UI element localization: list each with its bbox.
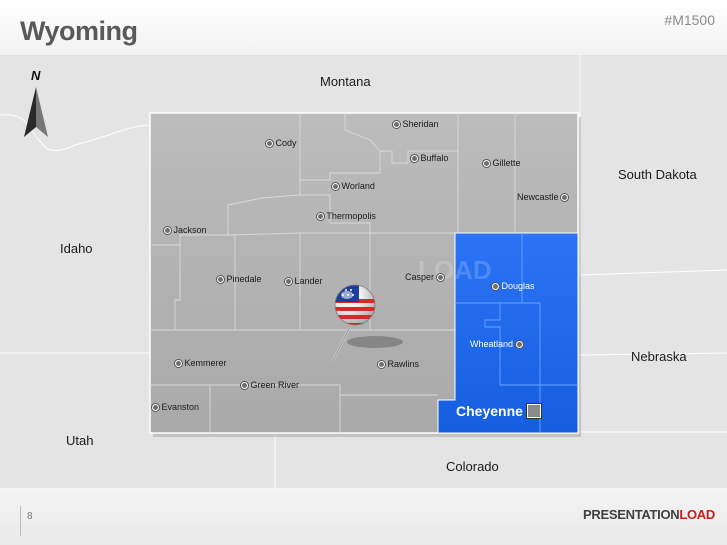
map-svg: LOAD bbox=[0, 55, 727, 488]
city-kemmerer[interactable]: Kemmerer bbox=[175, 358, 227, 368]
city-label: Newcastle bbox=[517, 192, 559, 202]
north-label: N bbox=[31, 68, 41, 83]
city-dot-icon bbox=[378, 361, 385, 369]
city-newcastle[interactable]: Newcastle bbox=[517, 192, 569, 202]
product-code: #M1500 bbox=[664, 12, 715, 28]
highlighted-county-lines bbox=[455, 233, 578, 433]
brand-accent: LOAD bbox=[679, 507, 715, 522]
city-green-river[interactable]: Green River bbox=[241, 380, 299, 390]
map-area: LOAD bbox=[0, 55, 727, 488]
city-label: Jackson bbox=[173, 225, 207, 235]
neighbor-borders bbox=[0, 55, 727, 488]
city-thermopolis[interactable]: Thermopolis bbox=[317, 211, 376, 221]
highlighted-region[interactable] bbox=[437, 232, 579, 434]
city-buffalo[interactable]: Buffalo bbox=[411, 153, 448, 163]
city-dot-icon bbox=[266, 140, 273, 148]
city-worland[interactable]: Worland bbox=[332, 181, 375, 191]
city-dot-icon bbox=[332, 183, 339, 191]
footer-divider bbox=[20, 506, 21, 536]
city-dot-icon bbox=[515, 341, 523, 349]
city-evanston[interactable]: Evanston bbox=[152, 402, 199, 412]
city-wheatland[interactable]: Wheatland bbox=[470, 339, 523, 349]
city-lander[interactable]: Lander bbox=[285, 276, 323, 286]
slide-footer: 8 PRESENTATIONLOAD bbox=[0, 488, 727, 545]
city-dot-icon bbox=[436, 274, 444, 282]
city-label: Evanston bbox=[161, 402, 200, 412]
city-label: Thermopolis bbox=[326, 211, 376, 221]
city-dot-icon bbox=[241, 382, 248, 390]
city-label: Green River bbox=[250, 380, 300, 390]
city-dot-icon bbox=[164, 227, 171, 235]
watermark: LOAD bbox=[418, 255, 492, 285]
city-label: Worland bbox=[341, 181, 375, 191]
city-dot-icon bbox=[411, 155, 418, 163]
label-montana: Montana bbox=[320, 74, 371, 89]
city-label: Douglas bbox=[501, 281, 535, 291]
north-arrow-icon bbox=[24, 87, 48, 137]
city-dot-icon bbox=[492, 283, 499, 291]
city-dot-icon bbox=[285, 278, 292, 286]
brand-logo: PRESENTATIONLOAD bbox=[583, 507, 715, 522]
city-cody[interactable]: Cody bbox=[266, 138, 297, 148]
city-label: Cody bbox=[275, 138, 297, 148]
city-label: Sheridan bbox=[402, 119, 439, 129]
capital-label[interactable]: Cheyenne bbox=[456, 403, 523, 419]
label-south-dakota: South Dakota bbox=[618, 167, 697, 182]
brand-main: PRESENTATION bbox=[583, 507, 680, 522]
city-dot-icon bbox=[483, 160, 490, 168]
capital-marker-icon bbox=[527, 404, 541, 418]
label-utah: Utah bbox=[66, 433, 94, 448]
city-dot-icon bbox=[175, 360, 182, 368]
pushpin-shadow bbox=[347, 336, 403, 348]
city-rawlins[interactable]: Rawlins bbox=[378, 359, 419, 369]
city-dot-icon bbox=[317, 213, 324, 221]
city-gillette[interactable]: Gillette bbox=[483, 158, 521, 168]
city-label: Gillette bbox=[492, 158, 521, 168]
city-pinedale[interactable]: Pinedale bbox=[217, 274, 262, 284]
city-dot-icon bbox=[561, 194, 569, 202]
city-label: Pinedale bbox=[226, 274, 262, 284]
city-dot-icon bbox=[393, 121, 400, 129]
city-label: Rawlins bbox=[387, 359, 420, 369]
city-douglas[interactable]: Douglas bbox=[492, 281, 535, 291]
city-casper[interactable]: Casper bbox=[405, 272, 444, 282]
city-label: Kemmerer bbox=[184, 358, 227, 368]
city-label: Buffalo bbox=[420, 153, 449, 163]
label-nebraska: Nebraska bbox=[631, 349, 687, 364]
slide-header: Wyoming #M1500 bbox=[0, 0, 727, 55]
page-number: 8 bbox=[27, 511, 33, 522]
city-label: Casper bbox=[405, 272, 435, 282]
label-colorado: Colorado bbox=[446, 459, 499, 474]
city-dot-icon bbox=[152, 404, 159, 412]
city-jackson[interactable]: Jackson bbox=[164, 225, 207, 235]
city-dot-icon bbox=[217, 276, 224, 284]
city-label: Lander bbox=[294, 276, 323, 286]
slide-title: Wyoming bbox=[20, 16, 138, 46]
city-label: Wheatland bbox=[470, 339, 514, 349]
city-sheridan[interactable]: Sheridan bbox=[393, 119, 439, 129]
label-idaho: Idaho bbox=[60, 241, 93, 256]
